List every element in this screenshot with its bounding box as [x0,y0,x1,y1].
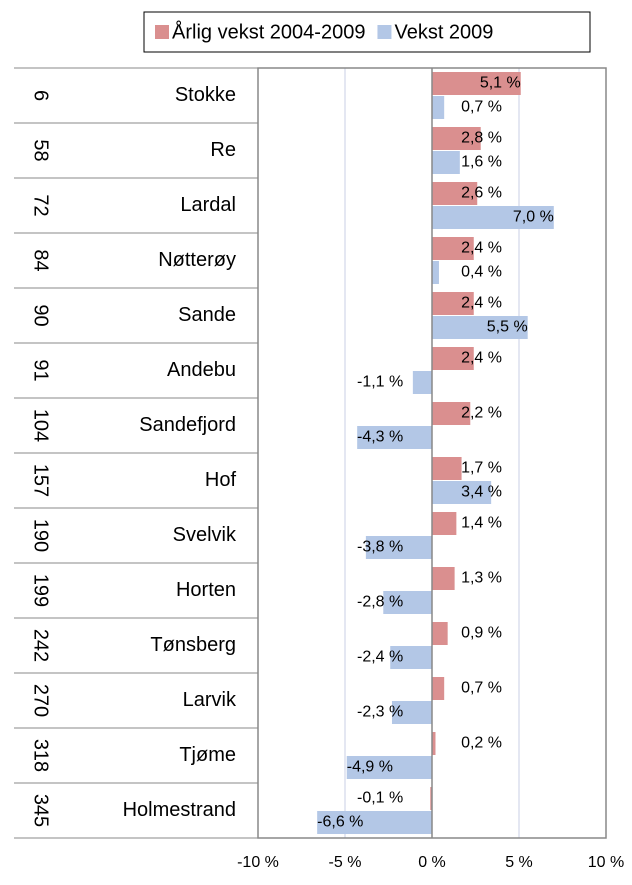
value-label: -1,1 % [357,374,403,391]
value-label: -0,1 % [357,790,403,807]
legend-swatch [155,25,169,39]
rank-label: 190 [30,519,52,552]
bar [432,237,474,260]
value-label: 5,5 % [487,319,528,336]
x-tick-label: -10 % [237,854,279,871]
value-label: 0,2 % [461,735,502,752]
value-label: 0,4 % [461,264,502,281]
value-label: 5,1 % [480,75,521,92]
bar [432,677,445,700]
rank-label: 84 [30,249,52,271]
bar [412,371,432,394]
plot-border [257,67,607,839]
value-label: 2,8 % [461,130,502,147]
rank-label: 199 [30,574,52,607]
bar [357,426,432,449]
rank-label: 242 [30,629,52,662]
bar [432,72,521,95]
category-label: Tjøme [179,744,236,766]
value-label: -2,3 % [357,704,403,721]
category-label: Sande [178,304,236,326]
value-label: -6,6 % [317,814,363,831]
bar [432,457,462,480]
bar [432,567,455,590]
legend-label: Årlig vekst 2004-2009 [172,20,365,43]
x-tick-label: 5 % [505,854,533,871]
bar [432,261,439,284]
value-label: 3,4 % [461,484,502,501]
legend-label: Vekst 2009 [394,21,493,43]
bar [383,591,432,614]
category-label: Larvik [183,689,237,711]
bar [430,787,432,810]
x-tick-label: 0 % [418,854,446,871]
bar [432,732,436,755]
category-label: Horten [176,579,236,601]
legend-box [143,11,591,53]
rank-label: 90 [30,304,52,326]
value-label: 2,2 % [461,405,502,422]
bar [432,402,471,425]
bar [432,347,474,370]
bar [432,481,492,504]
value-label: 1,3 % [461,570,502,587]
rank-label: 345 [30,794,52,827]
category-label: Lardal [180,194,236,216]
category-label: Re [210,139,236,161]
rank-label: 6 [30,90,52,101]
category-label: Tønsberg [150,634,236,656]
value-label: 0,7 % [461,99,502,116]
category-label: Holmestrand [123,799,236,821]
rank-label: 72 [30,194,52,216]
value-label: 0,7 % [461,680,502,697]
value-label: -2,8 % [357,594,403,611]
x-tick-label: -5 % [329,854,362,871]
value-label: 1,4 % [461,515,502,532]
rank-label: 270 [30,684,52,717]
rank-label: 58 [30,139,52,161]
bar [391,701,432,724]
rank-label: 157 [30,464,52,497]
bar [432,622,448,645]
bar [317,811,432,834]
bar [432,96,445,119]
category-label: Sandefjord [139,414,236,436]
value-label: 2,6 % [461,185,502,202]
category-label: Svelvik [173,524,237,546]
value-label: 7,0 % [513,209,554,226]
value-label: 1,6 % [461,154,502,171]
value-label: 2,4 % [461,240,502,257]
value-label: 0,9 % [461,625,502,642]
bar [432,127,481,150]
value-label: -3,8 % [357,539,403,556]
category-label: Hof [205,469,237,491]
bar [432,292,474,315]
bar [432,316,528,339]
rank-label: 91 [30,359,52,381]
category-label: Stokke [175,84,236,106]
value-label: -2,4 % [357,649,403,666]
value-label: 1,7 % [461,460,502,477]
category-label: Andebu [167,359,236,381]
bar [432,206,554,229]
rank-label: 104 [30,409,52,442]
bar [390,646,432,669]
category-label: Nøtterøy [158,249,236,271]
legend-swatch [377,25,392,39]
x-tick-label: 10 % [588,854,624,871]
bar [432,151,460,174]
value-label: -4,9 % [347,759,393,776]
value-label: -4,3 % [357,429,403,446]
value-label: 2,4 % [461,350,502,367]
bar [346,756,432,779]
value-label: 2,4 % [461,295,502,312]
bar [432,512,457,535]
bar [365,536,432,559]
rank-label: 318 [30,739,52,772]
bar [432,182,478,205]
